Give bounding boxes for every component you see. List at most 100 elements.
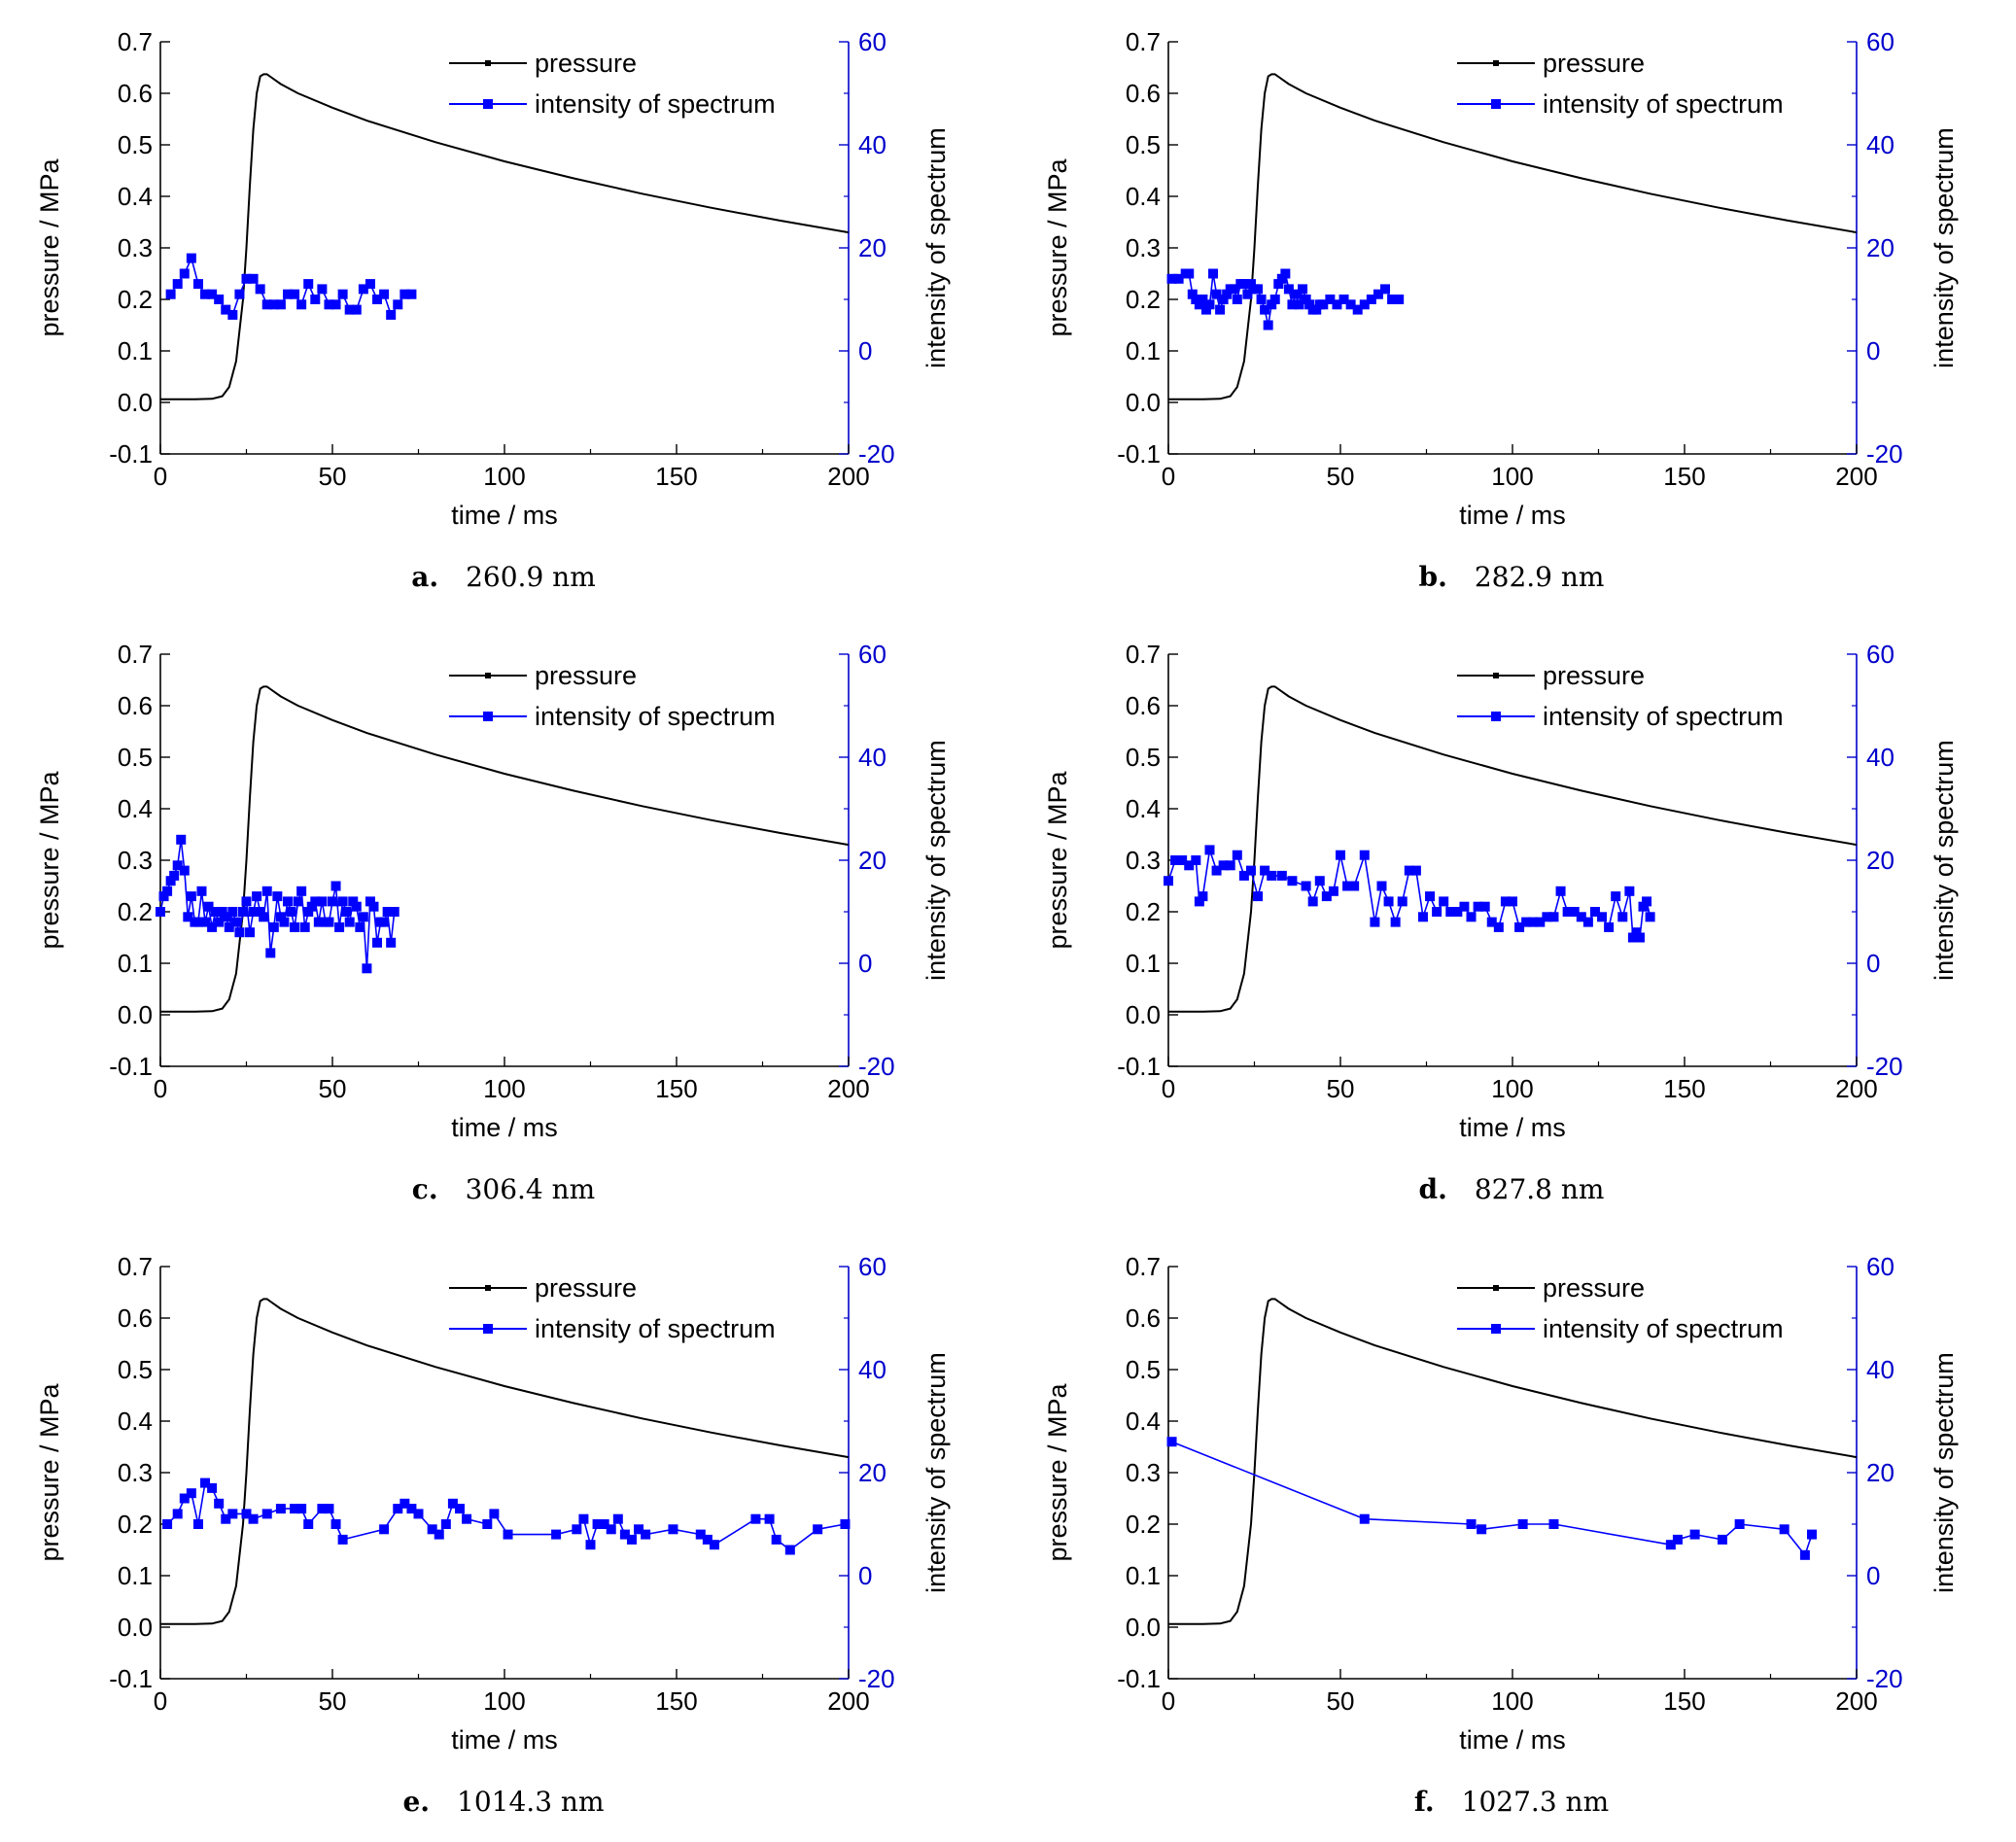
intensity-point	[268, 921, 279, 932]
intensity-point	[310, 295, 321, 304]
intensity-point	[162, 1519, 173, 1529]
legend-pressure-marker	[485, 673, 491, 678]
intensity-point	[434, 1529, 444, 1540]
intensity-point	[1283, 284, 1294, 295]
y-left-tick-label: 0.2	[118, 897, 153, 926]
x-tick-label: 150	[655, 462, 697, 491]
intensity-point	[328, 896, 337, 907]
y-left-tick-label: 0.3	[118, 846, 153, 875]
x-axis-label: time / ms	[1459, 501, 1566, 530]
intensity-point	[1366, 295, 1376, 304]
y-right-tick-label: 60	[1866, 1252, 1894, 1281]
intensity-point	[324, 1504, 334, 1514]
y-left-axis-label: pressure / MPa	[1043, 1382, 1072, 1561]
intensity-point	[612, 1513, 623, 1524]
intensity-point	[1345, 299, 1356, 310]
intensity-point	[330, 299, 341, 310]
intensity-point	[413, 1509, 424, 1519]
y-left-tick-label: 0.2	[1126, 897, 1161, 926]
legend-pressure-marker	[485, 60, 491, 66]
y-left-axis-label: pressure / MPa	[1043, 157, 1072, 336]
intensity-point	[255, 907, 265, 917]
intensity-point	[1332, 299, 1342, 310]
legend-intensity-marker	[483, 99, 493, 109]
intensity-point	[1576, 912, 1586, 922]
intensity-point	[317, 1504, 328, 1514]
intensity-point	[186, 253, 196, 263]
intensity-point	[1336, 850, 1345, 860]
y-left-tick-label: 0.6	[118, 1303, 153, 1333]
x-tick-label: 50	[1327, 462, 1355, 491]
y-left-tick-label: 0.5	[118, 130, 153, 159]
intensity-point	[156, 907, 165, 917]
intensity-point	[406, 1504, 417, 1514]
intensity-point	[1508, 896, 1517, 907]
y-left-tick-label: 0.4	[118, 794, 153, 823]
intensity-point	[290, 289, 300, 299]
y-left-tick-label: 0.7	[1126, 1252, 1161, 1281]
intensity-point	[1218, 295, 1229, 304]
intensity-point	[1307, 896, 1318, 907]
intensity-point	[362, 963, 372, 974]
panel-caption: a. 260.9 nm	[411, 561, 596, 593]
y-right-tick-label: 0	[1866, 336, 1880, 365]
intensity-point	[626, 1534, 637, 1545]
intensity-point	[695, 1529, 706, 1540]
y-left-tick-label: 0.1	[118, 336, 153, 365]
y-left-axis-label: pressure / MPa	[35, 770, 64, 949]
intensity-point	[1548, 912, 1559, 922]
intensity-point	[165, 289, 176, 299]
intensity-point	[368, 901, 379, 912]
intensity-point	[1425, 891, 1436, 902]
intensity-point	[324, 917, 334, 927]
intensity-point	[771, 1534, 782, 1545]
intensity-point	[296, 1504, 307, 1514]
intensity-point	[1642, 896, 1652, 907]
y-left-tick-label: 0.3	[118, 233, 153, 262]
intensity-point	[1269, 295, 1280, 304]
intensity-point	[1338, 295, 1349, 304]
intensity-point	[379, 289, 390, 299]
intensity-point	[200, 1477, 211, 1488]
intensity-point	[1242, 289, 1253, 299]
intensity-point	[1245, 279, 1256, 290]
intensity-point	[1253, 891, 1264, 902]
intensity-point	[365, 279, 375, 290]
intensity-point	[1597, 912, 1608, 922]
intensity-point	[400, 289, 410, 299]
intensity-point	[1689, 1529, 1700, 1540]
intensity-point	[1477, 1524, 1487, 1535]
panel-caption: d. 827.8 nm	[1419, 1173, 1605, 1205]
legend-intensity-marker	[1491, 99, 1501, 109]
y-right-tick-label: -20	[1866, 1052, 1903, 1081]
y-right-tick-label: 40	[1866, 1355, 1894, 1384]
intensity-point	[1166, 1437, 1177, 1447]
intensity-point	[303, 907, 314, 917]
intensity-line	[1167, 849, 1651, 939]
caption-letter: b.	[1419, 561, 1475, 593]
y-left-tick-label: -0.1	[1117, 1052, 1161, 1081]
panel-c: 0 50 100 150 200-0.10.00.10.20.30.40.50.60.7…	[35, 640, 951, 1205]
intensity-point	[1604, 921, 1615, 932]
intensity-point	[1194, 299, 1204, 310]
intensity-point	[290, 921, 300, 932]
intensity-point	[230, 917, 241, 927]
y-right-tick-label: 40	[858, 743, 886, 772]
intensity-point	[192, 279, 203, 290]
intensity-point	[224, 921, 234, 932]
x-tick-label: 100	[1491, 1686, 1533, 1716]
x-tick-label: 0	[154, 1686, 167, 1716]
x-tick-label: 150	[1663, 462, 1705, 491]
intensity-point	[1238, 870, 1249, 881]
y-right-tick-label: 20	[1866, 1458, 1894, 1487]
intensity-point	[365, 896, 375, 907]
intensity-point	[192, 1519, 203, 1529]
intensity-point	[200, 289, 211, 299]
intensity-point	[372, 295, 383, 304]
y-left-tick-label: 0.1	[1126, 336, 1161, 365]
intensity-point	[1387, 295, 1398, 304]
x-tick-label: 200	[827, 462, 869, 491]
y-right-tick-label: 0	[858, 336, 872, 365]
